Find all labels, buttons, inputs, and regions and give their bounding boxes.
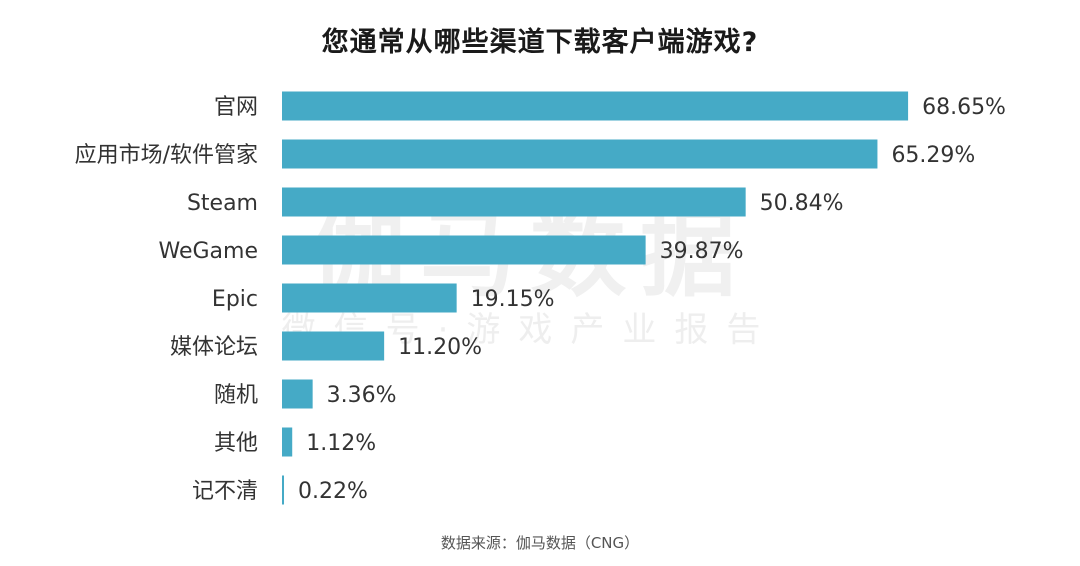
category-label: Steam [187, 191, 258, 216]
value-label: 68.65% [922, 95, 1006, 120]
category-label: 随机 [214, 383, 258, 408]
value-label: 50.84% [760, 191, 844, 216]
bar [282, 187, 746, 217]
chart-title: 您通常从哪些渠道下载客户端游戏? [321, 27, 759, 58]
bar [282, 475, 285, 505]
category-label: Epic [212, 287, 258, 312]
category-label: 记不清 [192, 479, 258, 504]
source-note: 数据来源：伽马数据（CNG） [440, 534, 640, 552]
value-label: 11.20% [398, 335, 482, 360]
bar [282, 331, 385, 361]
category-label: 其他 [214, 431, 258, 456]
bar [282, 139, 878, 169]
bar-chart: 官网 68.65% 应用市场/软件管家 65.29% Steam 50.84% WeGame… [75, 91, 1006, 505]
value-label: 3.36% [327, 383, 397, 408]
category-label: WeGame [159, 239, 259, 264]
bar [282, 91, 909, 121]
value-label: 65.29% [891, 143, 975, 168]
bar [282, 235, 646, 265]
bar [282, 427, 293, 457]
bar [282, 283, 457, 313]
value-label: 1.12% [306, 431, 376, 456]
category-label: 官网 [214, 95, 258, 120]
bar [282, 379, 313, 409]
value-label: 39.87% [660, 239, 744, 264]
value-label: 0.22% [298, 479, 368, 504]
value-label: 19.15% [471, 287, 555, 312]
category-label: 媒体论坛 [170, 335, 258, 360]
category-label: 应用市场/软件管家 [75, 143, 258, 168]
